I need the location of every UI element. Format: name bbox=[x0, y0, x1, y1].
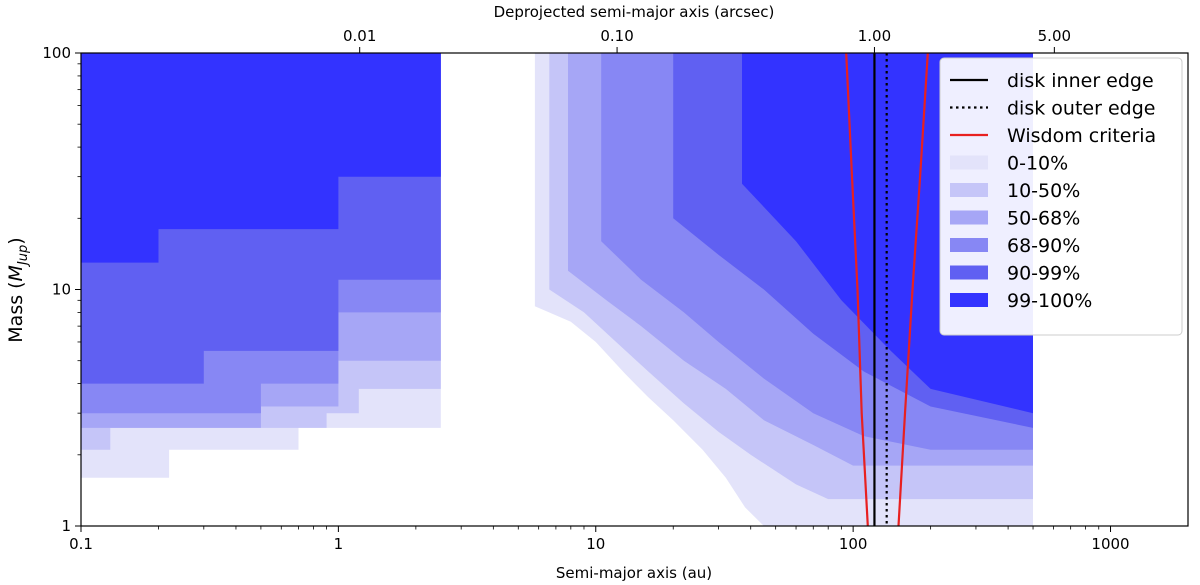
legend-label: 10-50% bbox=[1007, 180, 1080, 202]
legend-swatch-patch bbox=[950, 293, 988, 307]
legend-label: 0-10% bbox=[1007, 153, 1068, 175]
wisdom-criteria-inner-branch bbox=[845, 53, 869, 526]
legend-label: 99-100% bbox=[1007, 290, 1092, 312]
y-axis-title: Mass (MJup) bbox=[5, 237, 31, 342]
x-axis-title: Semi-major axis (au) bbox=[556, 564, 712, 582]
reference-lines bbox=[845, 53, 929, 526]
top-x-tick-label: 5.00 bbox=[1038, 27, 1071, 45]
legend-box bbox=[939, 57, 1183, 336]
top-x-tick-label: 0.01 bbox=[343, 27, 376, 45]
wisdom-criteria-outer-branch bbox=[897, 53, 929, 526]
legend-label: disk outer edge bbox=[1007, 98, 1155, 120]
y-tick-label: 10 bbox=[52, 281, 71, 299]
x-tick-label: 1 bbox=[334, 535, 344, 553]
legend-swatch-patch bbox=[950, 155, 988, 170]
y-axis-title-symbol: M bbox=[5, 265, 27, 281]
y-tick-label: 100 bbox=[42, 44, 71, 62]
legend-label: 50-68% bbox=[1007, 208, 1080, 230]
legend-swatch-patch bbox=[950, 210, 988, 225]
y-axis-title-close: ) bbox=[5, 237, 27, 244]
contour-areas bbox=[81, 53, 1033, 526]
legend-label: 90-99% bbox=[1007, 263, 1080, 285]
legend-label: Wisdom criteria bbox=[1007, 125, 1156, 147]
x-tick-label: 1000 bbox=[1091, 535, 1129, 553]
y-tick-label: 1 bbox=[61, 517, 71, 535]
x-tick-label: 0.1 bbox=[69, 535, 93, 553]
legend-label: disk inner edge bbox=[1007, 70, 1154, 92]
y-axis-title-subscript: Jup bbox=[16, 245, 31, 268]
top-x-tick-label: 1.00 bbox=[858, 27, 891, 45]
legend-swatch-patch bbox=[950, 265, 988, 280]
x-tick-label: 100 bbox=[839, 535, 868, 553]
x-tick-label: 10 bbox=[586, 535, 605, 553]
contour-area-5 bbox=[81, 53, 1033, 414]
top-x-tick-label: 0.10 bbox=[600, 27, 633, 45]
y-axis-title-text: Mass ( bbox=[5, 281, 27, 342]
legend-label: 68-90% bbox=[1007, 235, 1080, 257]
top-x-axis-title: Deprojected semi-major axis (arcsec) bbox=[494, 3, 775, 21]
legend-swatch-patch bbox=[950, 238, 988, 252]
legend: disk inner edge disk outer edge Wisdom cri… bbox=[939, 57, 1183, 336]
legend-swatch-patch bbox=[950, 183, 988, 197]
